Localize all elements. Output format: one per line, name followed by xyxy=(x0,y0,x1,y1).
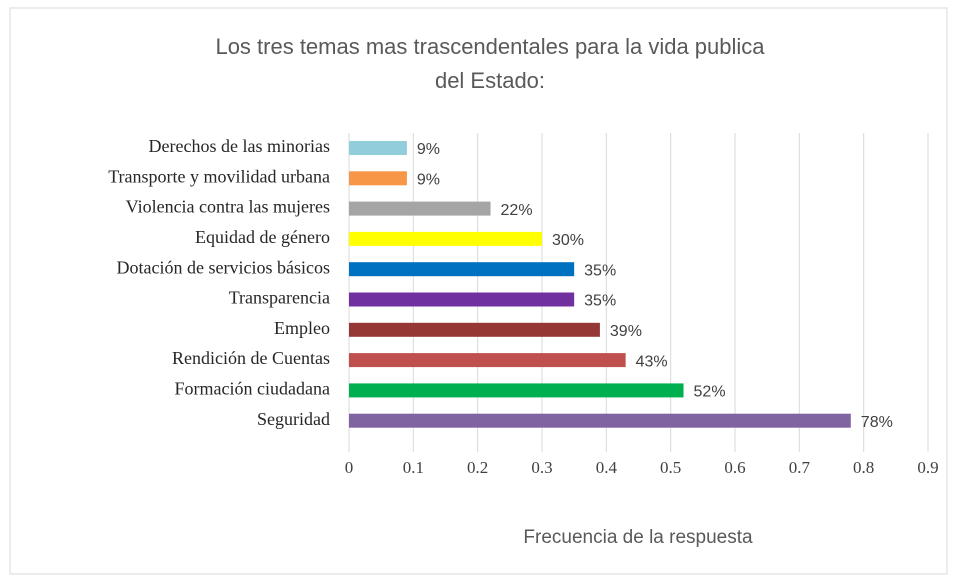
y-tick-label: Seguridad xyxy=(257,409,330,429)
x-tick-label: 0.3 xyxy=(531,458,552,477)
data-label: 52% xyxy=(694,384,726,401)
bar xyxy=(349,353,626,368)
x-tick-label: 0 xyxy=(345,458,354,477)
x-tick-label: 0.9 xyxy=(917,458,938,477)
data-label: 43% xyxy=(636,353,668,370)
x-tick-label: 0.2 xyxy=(467,458,488,477)
data-label: 35% xyxy=(584,293,616,310)
data-label: 9% xyxy=(417,141,440,158)
y-tick-label: Rendición de Cuentas xyxy=(172,348,330,368)
x-tick-label: 0.1 xyxy=(403,458,424,477)
y-tick-label: Transparencia xyxy=(229,288,330,308)
bar xyxy=(349,171,407,186)
bar xyxy=(349,292,575,307)
x-tick-label: 0.8 xyxy=(853,458,874,477)
y-tick-label: Formación ciudadana xyxy=(175,379,330,399)
bar xyxy=(349,413,851,428)
x-tick-label: 0.6 xyxy=(724,458,745,477)
x-tick-label: 0.7 xyxy=(789,458,811,477)
bar xyxy=(349,322,600,337)
x-tick-label: 0.4 xyxy=(596,458,618,477)
data-label: 22% xyxy=(501,202,533,219)
x-axis-title: Frecuencia de la respuesta xyxy=(523,527,753,548)
chart-border xyxy=(9,7,948,575)
bar xyxy=(349,231,542,246)
bar xyxy=(349,383,684,398)
y-tick-label: Transporte y movilidad urbana xyxy=(108,166,330,186)
data-label: 35% xyxy=(584,262,616,279)
bar xyxy=(349,141,407,155)
y-tick-label: Equidad de género xyxy=(195,227,330,247)
chart-title: Los tres temas mas trascendentales para … xyxy=(215,34,765,93)
data-label: 39% xyxy=(610,323,642,340)
data-label: 9% xyxy=(417,172,440,189)
y-tick-label: Derechos de las minorias xyxy=(149,136,330,156)
y-tick-label: Dotación de servicios básicos xyxy=(117,257,330,277)
y-tick-label: Empleo xyxy=(274,318,330,338)
bar xyxy=(349,201,491,216)
x-tick-label: 0.5 xyxy=(660,458,681,477)
y-tick-label: Violencia contra las mujeres xyxy=(126,197,330,217)
data-label: 30% xyxy=(552,232,584,249)
data-label: 78% xyxy=(861,414,893,431)
bar xyxy=(349,262,575,277)
